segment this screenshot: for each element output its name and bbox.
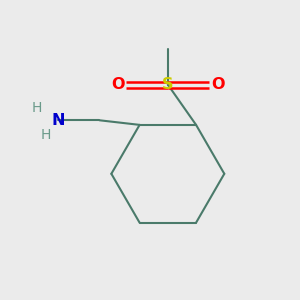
Text: H: H <box>41 128 51 142</box>
Text: H: H <box>32 101 42 116</box>
Text: O: O <box>111 77 124 92</box>
Text: N: N <box>51 113 64 128</box>
Text: S: S <box>162 77 174 92</box>
Text: O: O <box>211 77 224 92</box>
